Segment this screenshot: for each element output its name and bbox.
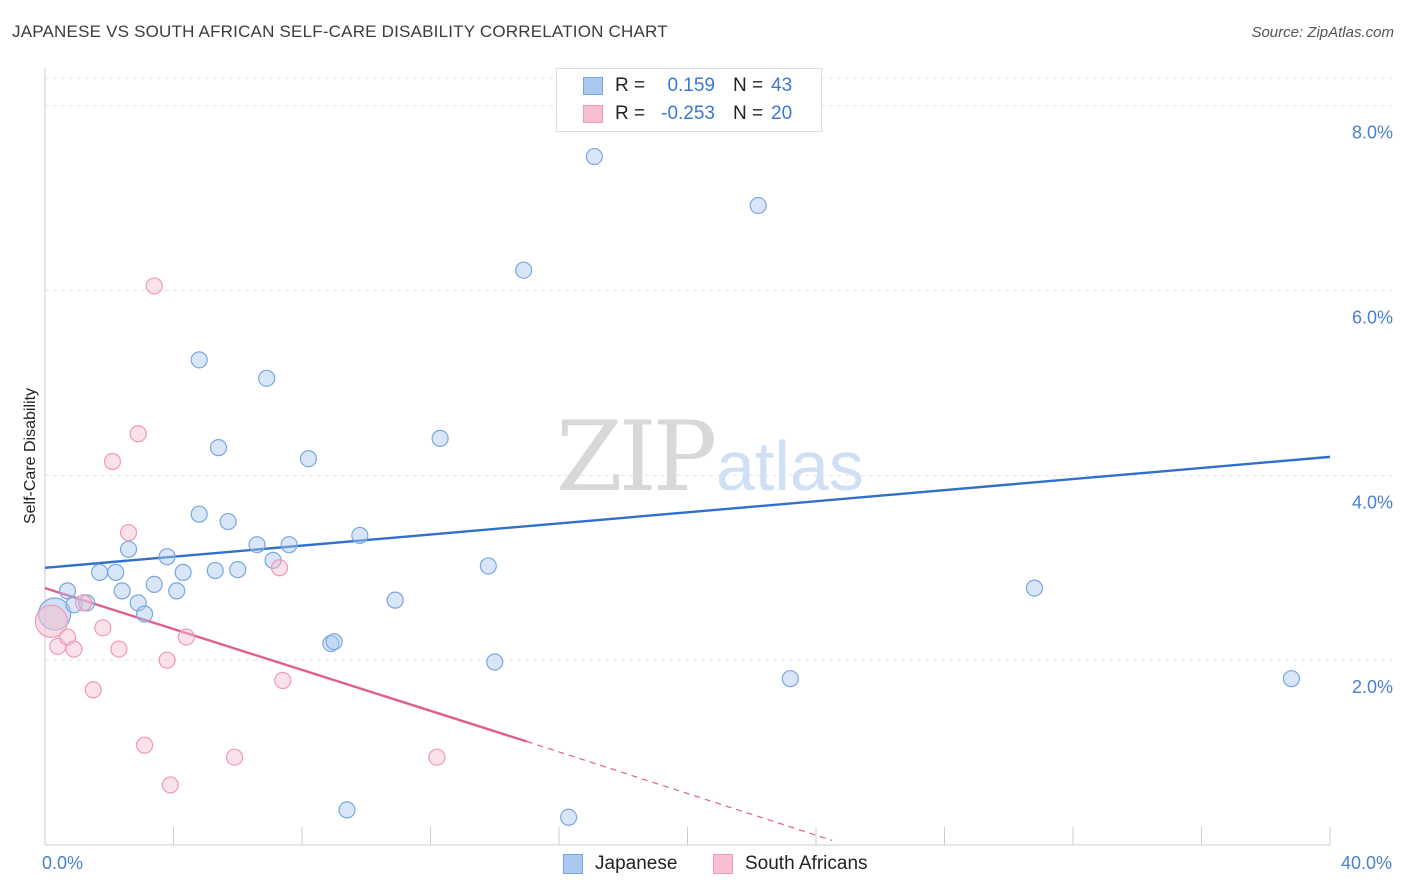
watermark-atlas: atlas	[716, 427, 864, 505]
point-south-africans	[34, 604, 69, 638]
point-japanese	[431, 429, 449, 447]
point-south-africans	[177, 628, 195, 646]
x-tick-label: 40.0%	[1341, 853, 1392, 873]
point-japanese	[113, 582, 131, 600]
x-tick-label: 0.0%	[42, 853, 83, 873]
chart-title: JAPANESE VS SOUTH AFRICAN SELF-CARE DISA…	[12, 22, 668, 41]
legend-swatch-japanese	[583, 77, 603, 95]
point-japanese	[386, 591, 404, 609]
point-japanese	[158, 548, 176, 566]
source-credit: Source: ZipAtlas.com	[1251, 24, 1394, 41]
y-tick-label: 2.0%	[1352, 677, 1393, 697]
point-south-africans	[74, 594, 93, 612]
point-japanese	[135, 605, 154, 623]
point-japanese	[280, 536, 298, 554]
point-japanese	[749, 196, 767, 215]
point-japanese	[209, 439, 228, 457]
point-japanese	[248, 536, 266, 554]
y-tick-label: 8.0%	[1352, 123, 1393, 143]
point-japanese	[219, 512, 237, 531]
grid-layer	[45, 77, 1392, 661]
point-japanese	[145, 575, 163, 594]
point-japanese	[190, 351, 208, 369]
series-label-south-africans: South Africans	[745, 853, 868, 874]
trendline-extension-south-africans	[526, 740, 833, 841]
point-japanese	[1025, 579, 1044, 597]
point-south-africans	[428, 748, 446, 766]
legend-r-value: 0.159	[667, 75, 715, 96]
point-japanese	[229, 561, 247, 579]
point-south-africans	[84, 681, 102, 699]
point-japanese	[258, 369, 276, 387]
point-japanese	[585, 147, 603, 166]
point-south-africans	[65, 640, 83, 658]
trend-layer	[44, 455, 1331, 841]
point-japanese	[58, 582, 77, 600]
point-south-africans	[145, 277, 163, 295]
point-south-africans	[270, 559, 289, 577]
point-south-africans	[110, 640, 128, 658]
point-japanese	[1282, 670, 1301, 688]
point-japanese	[107, 563, 125, 581]
point-south-africans	[161, 776, 179, 794]
point-japanese	[515, 261, 533, 279]
legend-r-value: -0.253	[661, 103, 715, 124]
watermark-zip: ZIP	[556, 401, 715, 513]
axis-layer: 2.0% 4.0% 6.0% 8.0% 0.0% 40.0%	[42, 68, 1393, 873]
y-tick-label: 4.0%	[1352, 492, 1393, 512]
point-japanese	[781, 670, 799, 688]
point-south-africans	[274, 671, 292, 690]
y-tick-label: 6.0%	[1352, 308, 1393, 328]
series-swatch-south-africans	[713, 854, 733, 874]
point-south-africans	[129, 425, 147, 443]
point-japanese	[206, 561, 224, 580]
point-japanese	[168, 582, 186, 600]
series-swatch-japanese	[563, 854, 583, 874]
legend-n-label: N =	[733, 103, 764, 124]
point-japanese	[351, 526, 369, 545]
point-south-africans	[135, 736, 154, 754]
legend-n-value: 20	[771, 103, 793, 124]
trendline-japanese	[44, 455, 1331, 569]
point-japanese	[560, 808, 578, 826]
legend-swatch-south-africans	[583, 105, 603, 123]
point-japanese	[479, 557, 497, 575]
legend-r-label: R =	[615, 103, 646, 124]
watermark: ZIP atlas	[556, 401, 864, 513]
y-axis-label: Self-Care Disability	[22, 388, 39, 524]
point-south-africans	[119, 524, 138, 542]
point-south-africans	[103, 452, 122, 471]
legend-r-label: R =	[615, 75, 646, 96]
point-south-africans	[158, 651, 176, 669]
correlation-legend: R = 0.159 N = 43 R = -0.253 N = 20	[556, 68, 822, 132]
series-label-japanese: Japanese	[595, 853, 678, 874]
point-japanese	[190, 505, 208, 523]
legend-n-label: N =	[733, 75, 764, 96]
point-japanese	[91, 563, 109, 581]
point-japanese	[119, 540, 138, 558]
trendline-south-africans	[44, 586, 528, 743]
series-legend: Japanese South Africans	[0, 852, 1406, 878]
legend-n-value: 43	[771, 75, 793, 96]
point-japanese	[299, 450, 318, 468]
point-south-africans	[225, 748, 244, 766]
point-japanese	[174, 563, 192, 581]
point-japanese	[325, 633, 343, 651]
point-japanese	[338, 801, 356, 819]
point-japanese	[486, 653, 504, 671]
point-south-africans	[94, 619, 112, 637]
